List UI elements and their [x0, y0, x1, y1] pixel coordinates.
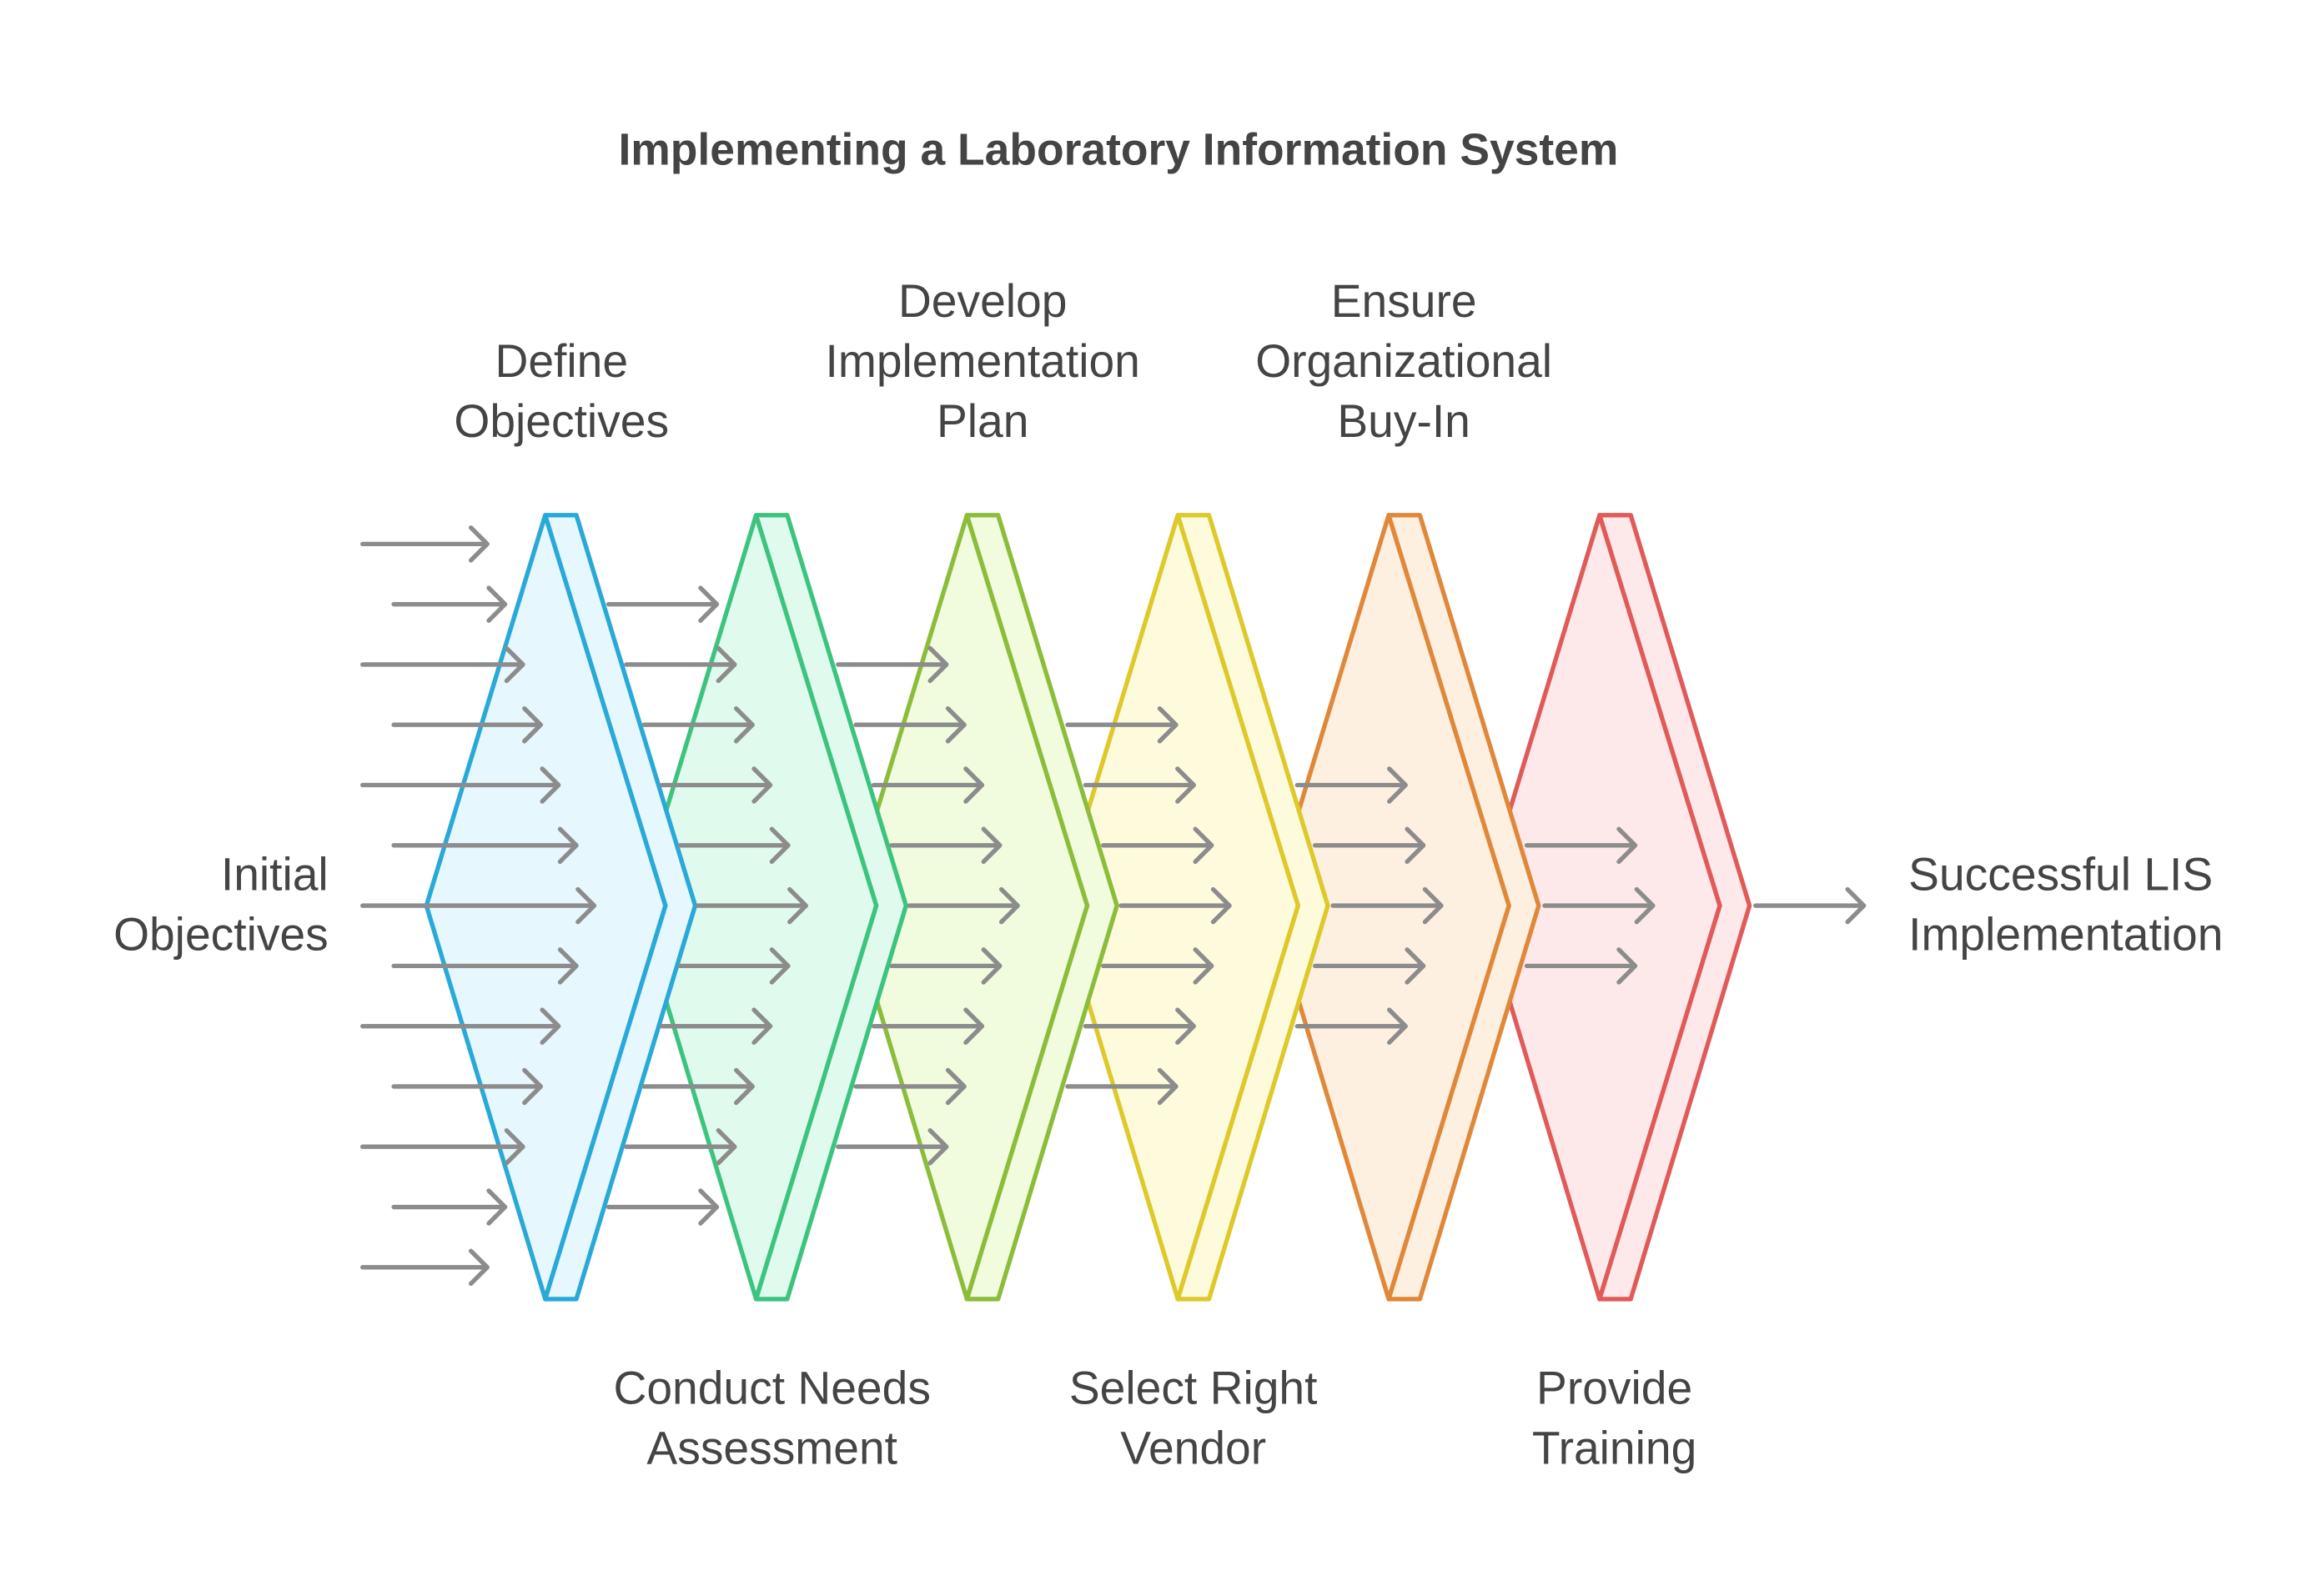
arrow	[360, 645, 525, 684]
stage-label: Develop Implementation Plan	[826, 275, 1140, 447]
chevron-side	[1597, 513, 1752, 1302]
arrow	[1083, 1007, 1197, 1045]
stage-label: Provide Training	[1532, 1362, 1696, 1473]
stage-label: Define Objectives	[454, 335, 669, 447]
stage-label-line: Objectives	[454, 395, 669, 447]
end-label-line: Implementation	[1908, 908, 2223, 960]
stage-label-line: Organizational	[1255, 335, 1552, 387]
stage-label: Select Right Vendor	[1069, 1362, 1318, 1473]
start-label-line: Initial	[221, 848, 329, 900]
arrow	[391, 585, 508, 623]
stage-label-line: Plan	[937, 395, 1028, 447]
arrow	[1753, 886, 1867, 925]
arrow	[606, 1188, 720, 1226]
end-label: Successful LIS Implementation	[1908, 848, 2223, 960]
arrow	[659, 766, 773, 804]
stage-label-line: Provide	[1536, 1362, 1692, 1413]
arrow	[1524, 826, 1638, 865]
arrow	[1065, 705, 1179, 744]
arrow	[391, 1067, 543, 1106]
arrow	[391, 1188, 508, 1226]
arrow	[391, 947, 579, 985]
stage-label-line: Conduct Needs	[614, 1362, 931, 1413]
arrow	[677, 947, 791, 985]
arrow	[360, 525, 490, 563]
arrow	[1294, 766, 1408, 804]
chevron-side	[1386, 513, 1541, 1302]
arrow	[871, 1007, 985, 1045]
arrow	[360, 1127, 525, 1166]
arrows	[360, 525, 1867, 1287]
arrow	[1101, 947, 1214, 985]
chevron-side	[542, 513, 698, 1302]
stage-label-line: Vendor	[1120, 1422, 1266, 1473]
arrow	[1524, 947, 1638, 985]
arrow	[1312, 947, 1426, 985]
arrow	[659, 1007, 773, 1045]
end-label-line: Successful LIS	[1908, 848, 2213, 900]
arrow	[624, 1127, 737, 1166]
start-label-line: Objectives	[113, 908, 329, 960]
arrow	[360, 886, 597, 925]
stage-label: Conduct Needs Assessment	[614, 1362, 931, 1473]
arrow	[641, 1067, 755, 1106]
arrow	[853, 705, 967, 744]
arrow	[907, 886, 1020, 925]
stage-label-line: Develop	[898, 275, 1067, 327]
arrow	[677, 826, 791, 865]
stage-label-line: Define	[495, 335, 628, 387]
arrow	[695, 886, 808, 925]
arrow	[391, 705, 543, 744]
arrow	[1118, 886, 1232, 925]
stage-label-line: Buy-In	[1337, 395, 1470, 447]
arrow	[391, 826, 579, 865]
arrow	[871, 766, 985, 804]
labels: Define Objectives Conduct Needs Assessment D…	[113, 275, 2223, 1473]
arrow	[836, 1127, 949, 1166]
stage-label: Ensure Organizational Buy-In	[1255, 275, 1552, 447]
stage-label-line: Implementation	[826, 335, 1140, 387]
arrow	[1294, 1007, 1408, 1045]
arrow	[853, 1067, 967, 1106]
arrow	[360, 1007, 561, 1045]
arrow	[606, 585, 720, 623]
arrow	[1065, 1067, 1179, 1106]
title: Implementing a Laboratory Information Sy…	[618, 125, 1618, 174]
chevron-side	[753, 513, 908, 1302]
arrow	[624, 645, 737, 684]
start-label: Initial Objectives	[113, 848, 329, 960]
stage-label-line: Training	[1532, 1422, 1696, 1473]
chevron-side	[964, 513, 1119, 1302]
arrow	[1101, 826, 1214, 865]
arrow	[1330, 886, 1444, 925]
chevron-side	[1175, 513, 1330, 1302]
arrow	[641, 705, 755, 744]
arrow	[1312, 826, 1426, 865]
arrow	[1542, 886, 1656, 925]
arrow	[360, 1248, 490, 1287]
stage-label-line: Select Right	[1069, 1362, 1318, 1413]
arrow	[1083, 766, 1197, 804]
arrow	[889, 826, 1003, 865]
arrow	[360, 766, 561, 804]
stage-label-line: Assessment	[646, 1422, 897, 1473]
arrow	[836, 645, 949, 684]
stage-label-line: Ensure	[1331, 275, 1477, 327]
arrow	[889, 947, 1003, 985]
